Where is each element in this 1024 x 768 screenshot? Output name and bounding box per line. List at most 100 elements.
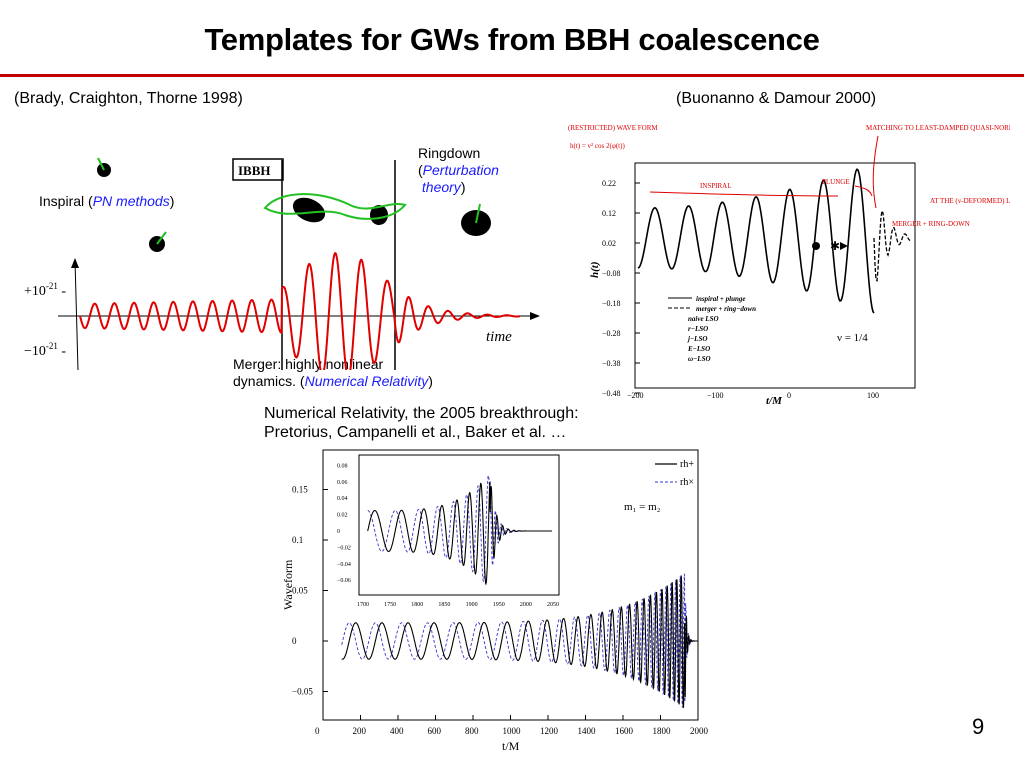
nr-x-tick-label: 1800 <box>653 726 672 736</box>
eob-y-tick-label: −0.28 <box>602 329 621 338</box>
nr-x-tick-label: 600 <box>428 726 442 736</box>
velocity-arrow-icon <box>475 203 481 224</box>
nr-x-tick-label: 800 <box>465 726 479 736</box>
eob-y-tick-label: 0.22 <box>602 179 616 188</box>
y-plus-tick: +10-21 - <box>24 281 66 299</box>
sketch-waveform <box>79 252 520 370</box>
inset-x-tick-label: 2050 <box>547 602 559 608</box>
eob-legend-label: j−LSO <box>687 335 707 343</box>
ringdown-line1: Ringdown <box>418 145 481 161</box>
annotation-text: h(t) = v² cos 2(φ(t)) <box>570 142 625 150</box>
y-minus-tick: −10-21 - <box>24 341 66 359</box>
nr-y-tick-label: 0.1 <box>292 535 303 545</box>
eob-legend-label: ω−LSO <box>688 355 711 363</box>
annotation-arrow-icon <box>649 191 839 197</box>
merger-line2: dynamics. (Numerical Relativity) <box>233 373 433 389</box>
sketch-time-label: time <box>486 329 512 345</box>
black-hole-icons <box>97 157 491 252</box>
eob-x-tick-label: 0 <box>787 391 791 400</box>
nr-y-tick-label: 0 <box>292 636 297 646</box>
sketch-y-arrow <box>71 258 79 268</box>
legend-label-cross: rh× <box>680 477 694 488</box>
nr-y-label: Waveform <box>281 559 295 610</box>
annotation-arrow-icon <box>872 135 879 209</box>
ibbh-box <box>232 158 284 181</box>
nr-plus-curve <box>341 575 698 708</box>
inset-x-tick-label: 1750 <box>384 602 396 608</box>
nr-x-tick-label: 1600 <box>615 726 634 736</box>
eob-legend-label: merger + ring−down <box>696 305 756 313</box>
nr-cross-curve <box>341 573 698 708</box>
handwritten-annotations: (RESTRICTED) WAVE FORM h(t) = v² cos 2(φ… <box>568 124 1010 228</box>
inset-y-tick-label: 0.06 <box>337 480 348 486</box>
nr-y-ticks: 0.15 0.1 0.05 0 −0.05 <box>292 485 328 697</box>
left-citation: (Brady, Craighton, Thorne 1998) <box>14 90 243 107</box>
lso-marker <box>812 242 820 250</box>
eob-y-tick-label: −0.48 <box>602 389 621 398</box>
inset-y-tick-label: 0.02 <box>337 513 348 519</box>
nr-x-label: t/M <box>502 739 520 753</box>
eob-x-tick-label: −100 <box>707 391 724 400</box>
annotation-text: PLUNGE <box>822 178 850 186</box>
eob-y-tick-label: 0.02 <box>602 239 616 248</box>
sketch-x-arrow <box>530 312 540 320</box>
inset-plus-curve <box>367 482 553 586</box>
eob-x-tick-label: −200 <box>627 391 644 400</box>
inset-x-tick-label: 1950 <box>493 602 505 608</box>
inset-y-tick-label: 0.08 <box>337 463 348 469</box>
inset-x-tick-label: 2000 <box>520 602 532 608</box>
annotation-arrow-icon <box>854 185 873 197</box>
eob-y-tick-label: −0.08 <box>602 269 621 278</box>
nr-x-tick-label: 1400 <box>578 726 597 736</box>
mass-ratio-label: m₁ = m₂ <box>624 501 661 513</box>
annotation-text: (RESTRICTED) WAVE FORM <box>568 124 658 132</box>
ringdown-label: Ringdown (Perturbation theory) <box>418 145 499 196</box>
eob-legend: inspiral + plunge merger + ring−down naive… <box>668 295 756 363</box>
sketch-y-axis <box>74 259 79 370</box>
eob-nu-label: ν = 1/4 <box>837 332 868 344</box>
inset-x-tick-label: 1850 <box>438 602 450 608</box>
ringdown-line3: theory) <box>421 179 466 195</box>
nr-y-tick-label: 0.05 <box>292 586 308 596</box>
annotation-text: MATCHING TO LEAST-DAMPED QUASI-NORMAL-MO… <box>866 124 1010 132</box>
nr-y-tick-label: −0.05 <box>292 687 313 697</box>
title-divider <box>0 74 1024 77</box>
inset-x-tick-label: 1800 <box>411 602 423 608</box>
inset-frame <box>358 454 560 596</box>
eob-legend-label: E−LSO <box>687 345 710 353</box>
eob-x-ticks: −200 −100 0 100 <box>627 391 879 400</box>
annotation-text: AT THE (v-DEFORMED) LIGHT-RING <box>930 197 1010 205</box>
nr-x-tick-label: 0 <box>315 726 320 736</box>
merger-method: Numerical Relativity <box>304 373 429 389</box>
eob-legend-label: inspiral + plunge <box>696 295 746 303</box>
eob-y-tick-label: −0.18 <box>602 299 621 308</box>
inset-y-tick-label: −0.04 <box>337 562 351 568</box>
inset-y-tick-label: −0.06 <box>337 578 351 584</box>
inset-y-tick-label: −0.02 <box>337 545 351 551</box>
nr-caption: Numerical Relativity, the 2005 breakthro… <box>264 404 579 442</box>
lso-marker <box>840 242 848 250</box>
black-hole-icon <box>292 197 326 223</box>
eob-inspiral-curve <box>637 168 875 314</box>
eob-legend-label: naive LSO <box>688 315 719 323</box>
eob-x-label: t/M <box>766 395 783 407</box>
velocity-arrow-icon <box>97 157 105 171</box>
nr-x-tick-label: 200 <box>353 726 367 736</box>
eob-ringdown-curve <box>873 208 911 282</box>
ibbh-label: IBBH <box>238 163 271 178</box>
inspiral-method: PN methods <box>92 193 170 209</box>
velocity-arrow-icon <box>156 231 167 245</box>
annotation-text: MERGER + RING-DOWN <box>892 220 970 228</box>
ringdown-method-line1: Perturbation <box>422 162 499 178</box>
inspiral-close: ) <box>169 193 175 209</box>
eob-legend-label: r−LSO <box>688 325 708 333</box>
page-number: 9 <box>972 714 985 739</box>
nr-caption-line1: Numerical Relativity, the 2005 breakthro… <box>264 405 579 422</box>
black-hole-icon <box>370 205 388 225</box>
eob-y-tick-label: 0.12 <box>602 209 616 218</box>
inset-x-ticks: 1700 1750 1800 1850 1900 1950 2000 2050 <box>357 602 559 608</box>
nr-x-tick-label: 1200 <box>540 726 559 736</box>
nr-caption-line2: Pretorius, Campanelli et al., Baker et a… <box>264 424 567 441</box>
merger-prefix: dynamics. ( <box>233 373 305 389</box>
eob-y-label: h(t) <box>589 262 601 279</box>
